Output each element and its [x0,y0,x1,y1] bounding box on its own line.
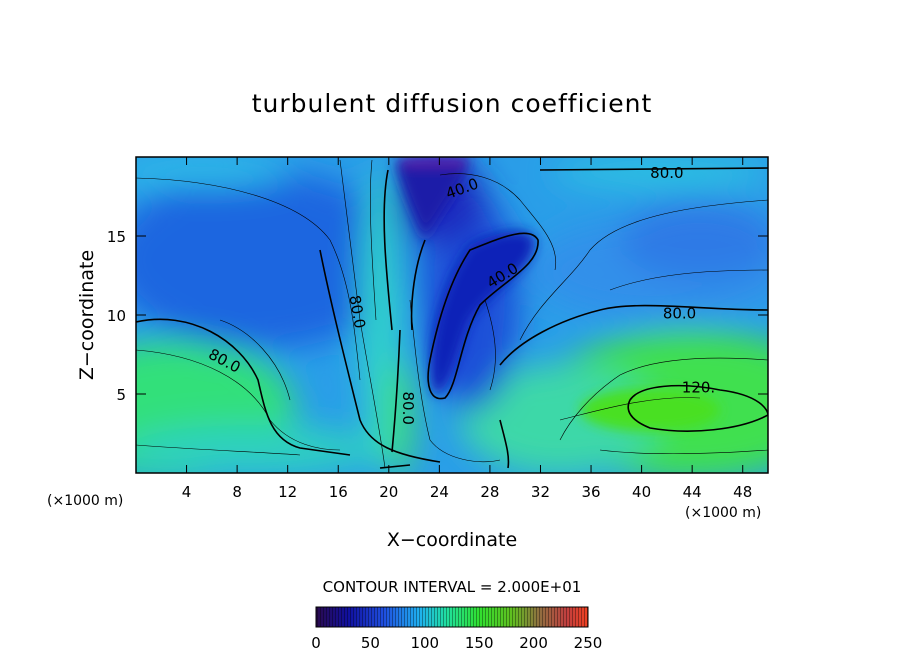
y-tick-label: 15 [107,228,126,246]
contour-interval-note: CONTOUR INTERVAL = 2.000E+01 [323,578,582,596]
x-tick-label: 12 [278,483,297,501]
contour-label-text: 80.0 [650,164,683,182]
colorbar-ticks: 0 50 100 150 200 250 [311,634,602,652]
contour-label-text: 80.0 [663,304,696,322]
x-tick-label: 44 [683,483,702,501]
contour-lines [136,159,768,469]
x-tick-label: 36 [581,483,600,501]
y-tick-label: 10 [107,307,126,325]
contour-label-text: 80.0 [345,294,369,330]
colorbar-tick-label: 150 [465,634,494,652]
x-tick-label: 20 [379,483,398,501]
contour-label: 120. [682,379,715,397]
x-tick-label: 8 [232,483,242,501]
contour-label: 80.0 [399,392,417,425]
contour-label-text: 120. [682,379,715,397]
y-axis: 5 10 15 [107,228,768,404]
x-tick-label: 40 [632,483,651,501]
x-tick-label: 4 [182,483,192,501]
contour-label: 80.0 [650,164,683,182]
x-tick-label: 16 [329,483,348,501]
contour-label: 80.0 [345,294,369,330]
colorbar-tick-label: 250 [574,634,603,652]
x-axis-title: X−coordinate [387,529,517,551]
colorbar-tick-label: 0 [311,634,321,652]
chart-title: turbulent diffusion coefficient [252,89,653,118]
x-unit-left: (×1000 m) [47,493,123,509]
x-tick-label: 32 [531,483,550,501]
x-tick-label: 24 [430,483,449,501]
x-unit-right: (×1000 m) [685,505,761,521]
y-tick-label: 5 [116,386,126,404]
colorbar-tick-label: 200 [519,634,548,652]
x-tick-label: 48 [733,483,752,501]
contour-label-text: 80.0 [399,392,417,425]
colorbar: 0 50 100 150 200 250 [311,606,602,652]
contour-label: 80.0 [663,304,696,322]
x-axis: 4 8 12 16 20 24 28 32 36 40 44 48 [182,157,752,501]
y-axis-title: Z−coordinate [76,250,98,380]
x-tick-label: 28 [480,483,499,501]
colorbar-tick-label: 100 [410,634,439,652]
plot-field [136,157,768,473]
colorbar-tick-label: 50 [361,634,380,652]
